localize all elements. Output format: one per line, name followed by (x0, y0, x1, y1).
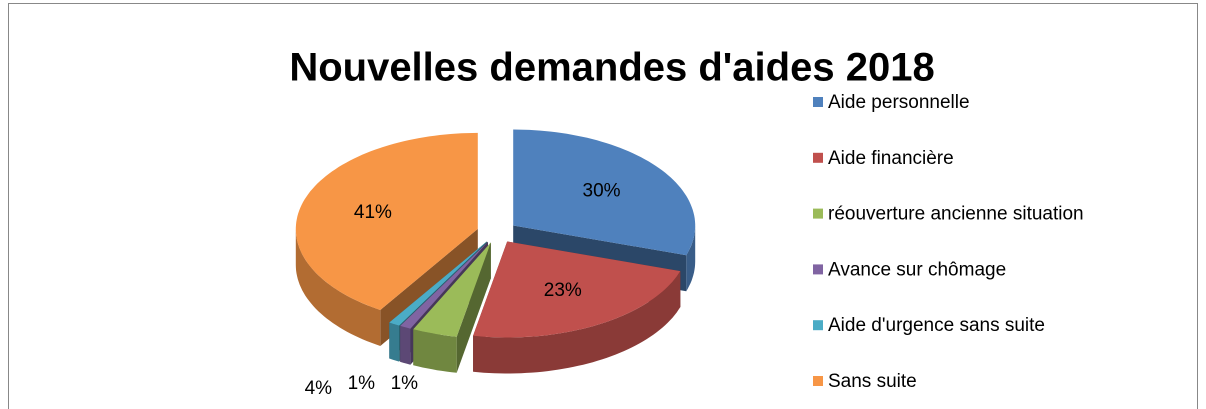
slice-side (295, 228, 381, 346)
data-label: 23% (544, 280, 582, 301)
pie (295, 129, 696, 374)
legend-label: Sans suite (828, 371, 917, 392)
legend-swatch (813, 208, 823, 219)
legend-swatch (813, 320, 823, 331)
legend-label: Aide personnelle (828, 92, 970, 113)
legend-swatch (813, 376, 823, 386)
legend-swatch (813, 97, 823, 107)
legend-label: Aide d'urgence sans suite (828, 315, 1045, 336)
slice-side (389, 322, 400, 362)
slice-side (686, 225, 696, 292)
chart-title: Nouvelles demandes d'aides 2018 (289, 46, 934, 90)
data-label: 1% (348, 373, 376, 394)
slice (413, 242, 491, 337)
data-label: 30% (583, 181, 621, 202)
legend-swatch (813, 264, 823, 275)
slice (295, 132, 478, 310)
slice (473, 241, 681, 338)
legend-swatch (813, 152, 823, 163)
legend-label: Avance sur chômage (828, 259, 1006, 280)
slice-side (400, 325, 411, 365)
slice (400, 241, 488, 329)
data-label: 4% (305, 378, 333, 399)
legend-label: Aide financière (828, 148, 954, 169)
slice-side (413, 329, 457, 373)
slice (513, 129, 696, 256)
data-label: 41% (354, 202, 392, 223)
slice (389, 241, 487, 326)
slice-side (473, 271, 681, 374)
legend-label: réouverture ancienne situation (828, 204, 1084, 225)
data-label: 1% (391, 373, 419, 394)
